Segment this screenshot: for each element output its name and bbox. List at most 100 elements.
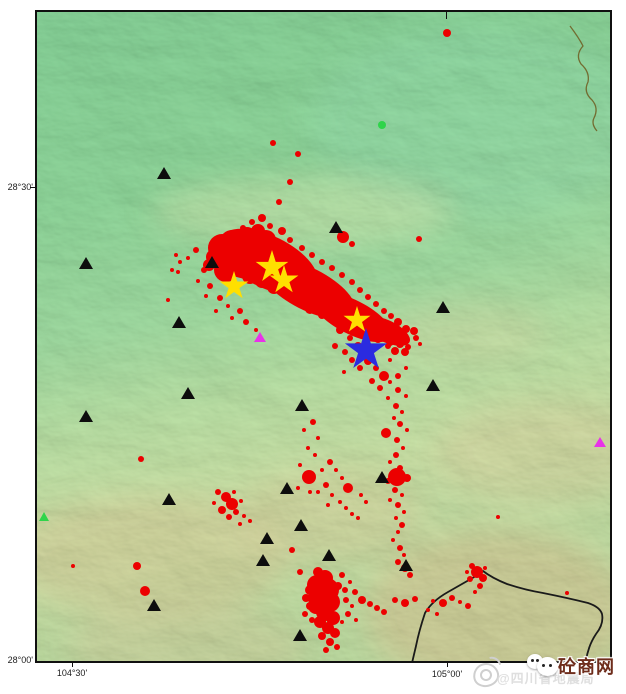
aftershock-dot (332, 343, 338, 349)
station-triangle (294, 518, 308, 531)
chat-bubbles-icon (527, 652, 561, 678)
aftershock-dot (354, 618, 358, 622)
aftershock-dot (388, 460, 392, 464)
aftershock-dot (342, 370, 346, 374)
aftershock-dot (364, 500, 368, 504)
aftershock-dot (401, 599, 409, 607)
aftershock-dot (435, 612, 439, 616)
magenta-triangle (594, 436, 606, 447)
aftershock-dot (309, 617, 315, 623)
aftershock-dot (330, 317, 338, 325)
aftershock-dot (381, 308, 387, 314)
aftershock-dot (318, 311, 326, 319)
aftershock-dot (293, 296, 303, 306)
aftershock-dot (369, 378, 375, 384)
aftershock-dot (400, 410, 404, 414)
aftershock-dot (386, 338, 394, 346)
aftershock-dot (308, 490, 312, 494)
aftershock-dot (178, 260, 182, 264)
aftershock-dot (323, 482, 329, 488)
aftershock-dot (469, 563, 475, 569)
aftershock-dot (385, 343, 391, 349)
station-triangle (329, 220, 343, 233)
aftershock-dot (483, 566, 487, 570)
aftershock-dot (412, 596, 418, 602)
aftershock-dot (391, 538, 395, 542)
station-triangle (79, 409, 93, 422)
lat-label-2800: 28°00' (7, 655, 33, 665)
aftershock-dot (330, 628, 340, 638)
lon-label-10500: 105°00' (431, 669, 463, 679)
aftershock-dot (306, 446, 310, 450)
river-line (569, 25, 598, 132)
aftershock-dot (287, 237, 293, 243)
aftershock-dot (402, 510, 406, 514)
aftershock-dot (394, 516, 398, 520)
lon-label-10430: 104°30' (56, 668, 88, 678)
aftershock-dot (305, 304, 315, 314)
aftershock-dot (243, 319, 249, 325)
aftershock-dot (313, 453, 317, 457)
province-boundary-line (411, 570, 604, 661)
aftershock-dot (330, 493, 334, 497)
aftershock-dot (395, 502, 401, 508)
aftershock-dot (367, 601, 373, 607)
aftershock-dot (373, 365, 379, 371)
aftershock-dot (316, 436, 320, 440)
aftershock-dot (218, 506, 226, 514)
aftershock-dot (334, 582, 342, 590)
aftershock-dot (357, 287, 363, 293)
aftershock-dot (299, 245, 305, 251)
station-triangle (295, 398, 309, 411)
aftershock-dot (388, 380, 392, 384)
aftershock-dot (302, 470, 316, 484)
aftershock-dot (357, 365, 363, 371)
aftershock-dot (393, 403, 399, 409)
aftershock-dot (339, 572, 345, 578)
aftershock-dot (405, 428, 409, 432)
aftershock-dot (388, 498, 392, 502)
aftershock-dot (396, 530, 400, 534)
aftershock-dot (316, 490, 320, 494)
aftershock-dot (310, 419, 316, 425)
aftershock-dot (337, 231, 349, 243)
station-triangle (147, 598, 161, 611)
aftershock-dot (343, 483, 353, 493)
aftershock-dot (215, 489, 221, 495)
aftershock-dot (305, 585, 315, 595)
aftershock-dot (426, 608, 430, 612)
aftershock-dot (258, 214, 266, 222)
aftershock-dot (402, 553, 406, 557)
aftershock-dot (403, 474, 411, 482)
aftershock-dot (170, 268, 174, 272)
map-frame[interactable] (35, 10, 612, 663)
watermark-handle: @四川省地震局 (497, 671, 595, 686)
station-triangle (293, 628, 307, 641)
aftershock-dot (320, 468, 324, 472)
station-triangle (205, 255, 219, 268)
aftershock-dot (287, 179, 293, 185)
station-triangle (172, 315, 186, 328)
aftershock-dot (349, 241, 355, 247)
aftershock-dot (186, 256, 190, 260)
aftershock-dot (226, 304, 230, 308)
station-triangle (322, 548, 336, 561)
aftershock-dot (340, 620, 344, 624)
aftershock-dot (343, 597, 349, 603)
aftershock-dot (133, 562, 141, 570)
aftershock-dot (407, 572, 413, 578)
aftershock-dot (226, 498, 238, 510)
aftershock-dot (496, 515, 500, 519)
aftershock-dot (374, 605, 380, 611)
aftershock-dot (221, 492, 231, 502)
aftershock-dot (327, 459, 333, 465)
axis-tick-bottom-10430 (72, 663, 73, 667)
aftershock-dot (359, 493, 363, 497)
aftershock-dot (388, 313, 394, 319)
marker-layer (37, 12, 610, 661)
aftershock-dot (379, 371, 389, 381)
green-triangle (38, 512, 49, 522)
station-triangle (280, 481, 294, 494)
station-triangle (79, 256, 93, 269)
aftershock-dot (196, 279, 200, 283)
